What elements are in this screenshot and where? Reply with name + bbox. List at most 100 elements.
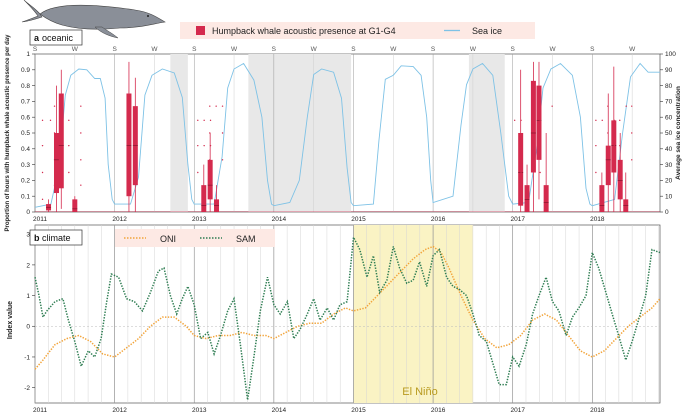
- panel-b-climate: -2 -1 0 1 2 3 2011 2012 2013 2014 2015 2016 2017 201…: [24, 224, 661, 414]
- panel-b-y-tick-label-2: 0: [26, 324, 30, 331]
- whale-outlier: [520, 171, 522, 174]
- whale-outlier: [209, 144, 212, 147]
- y-right-tick-label-4: 40: [665, 146, 673, 153]
- humpback-whale-icon: [21, 0, 166, 39]
- whale-outlier: [595, 119, 597, 122]
- whale-box-iqr: [518, 133, 524, 206]
- y-right-tick-label-10: 100: [665, 51, 676, 58]
- whale-outlier: [203, 119, 205, 122]
- season-marker-10: S: [431, 46, 436, 53]
- y-right-tick-label-0: 0: [665, 209, 669, 216]
- whale-outlier: [215, 105, 217, 107]
- whale-outlier: [221, 132, 224, 134]
- y-right-tick-label-2: 20: [665, 178, 673, 185]
- whale-box-8: [209, 105, 224, 212]
- whale-box-15: [601, 93, 611, 212]
- y-right-tick-label-5: 50: [665, 130, 673, 137]
- whale-outlier: [631, 132, 633, 134]
- no-data-period-2: [273, 54, 352, 212]
- y-right-tick-label-3: 30: [665, 162, 673, 169]
- whale-box-10: [520, 105, 534, 212]
- season-marker-5: W: [231, 46, 238, 53]
- panel-a-x-tick-1: 2012: [112, 216, 127, 223]
- whale-outlier: [619, 144, 621, 147]
- legend-oni-label: ONI: [160, 234, 176, 244]
- whale-outlier: [203, 144, 205, 147]
- whale-outlier: [631, 105, 633, 107]
- panel-b-ylabel: Index value: [7, 301, 14, 339]
- whale-outlier: [68, 119, 70, 122]
- whale-outlier: [513, 119, 516, 122]
- whale-box-iqr: [599, 185, 605, 212]
- season-marker-14: S: [590, 46, 595, 53]
- y-left-tick-label-1: 0.1: [21, 193, 30, 200]
- whale-outlier: [539, 119, 541, 122]
- panel-b-y-tick-label-1: -1: [24, 354, 30, 361]
- whale-box-18: [619, 105, 633, 212]
- whale-box-5: [132, 77, 138, 212]
- whale-outlier: [197, 119, 199, 122]
- whale-outlier: [613, 144, 615, 147]
- season-marker-6: S: [272, 46, 277, 53]
- whale-outlier: [68, 171, 70, 174]
- y-left-tick-label-2: 0.2: [21, 178, 30, 185]
- season-marker-13: W: [549, 46, 556, 53]
- whale-outlier: [209, 119, 212, 122]
- whale-box-3: [68, 105, 82, 212]
- whale-outlier: [41, 144, 44, 147]
- whale-box-iqr: [543, 185, 549, 212]
- whale-outlier: [619, 119, 621, 122]
- panel-b-x-tick-4: 2015: [351, 407, 366, 414]
- whale-outlier: [221, 159, 224, 161]
- whale-outlier: [209, 171, 212, 174]
- whale-box-iqr: [207, 159, 213, 200]
- whale-outlier: [221, 105, 224, 107]
- season-marker-15: W: [629, 46, 636, 53]
- season-marker-1: W: [72, 46, 79, 53]
- y-right-tick-label-9: 90: [665, 67, 673, 74]
- no-data-period-1: [248, 54, 274, 212]
- whale-box-2: [58, 69, 64, 209]
- whale-outlier: [80, 132, 82, 134]
- series-line-oni: [34, 245, 661, 370]
- y-left-tick-label-3: 0.3: [21, 162, 30, 169]
- season-marker-2: S: [112, 46, 117, 53]
- panel-b-x-tick-3: 2014: [272, 407, 287, 414]
- whale-box-iqr: [611, 120, 617, 173]
- panel-b-x-tick-5: 2016: [431, 407, 446, 414]
- y-left-tick-label-4: 0.4: [21, 146, 30, 153]
- panel-a-x-tick-7: 2018: [590, 216, 605, 223]
- panel-b-legend: ONI SAM: [115, 229, 275, 247]
- whale-outlier: [68, 144, 70, 147]
- whale-outlier: [209, 105, 211, 107]
- y-right-tick-label-6: 60: [665, 114, 673, 121]
- panel-a-label: a oceanic: [29, 29, 83, 46]
- whale-box-iqr: [72, 199, 78, 212]
- panel-a-letter: a: [34, 33, 40, 43]
- whale-outlier: [595, 171, 597, 174]
- whale-outlier: [613, 119, 615, 122]
- y-left-tick-label-6: 0.6: [21, 114, 30, 121]
- panel-a-ylabel-left: Proportion of hours with humpback whale …: [5, 34, 11, 232]
- whale-box-13: [539, 105, 553, 212]
- series-line-sam: [34, 234, 661, 401]
- panel-b-plot-area: [34, 224, 661, 404]
- whale-outlier: [539, 144, 541, 147]
- whale-outlier: [595, 144, 597, 147]
- whale-outlier: [619, 171, 621, 174]
- panel-a-legend: Humpback whale acoustic presence at G1-G…: [180, 22, 535, 39]
- y-left-tick-label-5: 0.5: [21, 130, 30, 137]
- season-marker-12: S: [511, 46, 516, 53]
- panel-b-x-tick-2: 2013: [192, 407, 207, 414]
- y-right-tick-label-1: 10: [665, 193, 673, 200]
- panel-a-ylabel-right: Average sea ice concentration: [675, 86, 682, 180]
- whale-box-1: [49, 85, 59, 212]
- whale-outlier: [41, 171, 44, 174]
- panel-b-letter: b: [34, 233, 40, 243]
- whale-box-iqr: [530, 80, 536, 173]
- panel-b-y-tick-label-5: 3: [26, 232, 30, 239]
- panel-a-oceanic: 0 0.1 0.2 0.3 0.4 0.5 0.6 0.7 0.8 0.9 1 0 10 20 30 40 5…: [21, 46, 676, 223]
- season-marker-0: S: [33, 46, 38, 53]
- whale-outlier: [41, 198, 44, 201]
- panel-b-y-tick-label-3: 1: [26, 293, 30, 300]
